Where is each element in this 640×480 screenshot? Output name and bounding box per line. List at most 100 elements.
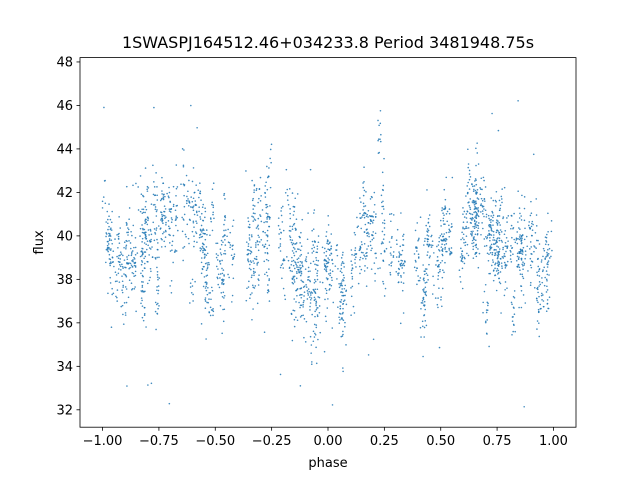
data-point [182,165,185,168]
data-point [316,278,319,281]
data-point [516,231,519,233]
data-point [313,281,316,284]
data-point [362,186,365,189]
data-point [161,190,163,192]
data-point [175,164,178,166]
data-point [366,235,369,237]
data-point [510,301,513,304]
data-point [445,213,448,215]
data-point [247,243,250,245]
data-point [201,245,204,248]
data-point [529,281,532,284]
data-point [117,272,120,275]
data-point [202,219,205,222]
data-point [363,270,366,272]
data-point [297,257,300,259]
data-point [342,251,344,254]
data-point [473,238,475,241]
data-point [145,221,147,224]
data-point [249,252,252,255]
data-point [425,272,428,275]
data-point [475,179,477,181]
data-point [288,229,291,232]
data-point [268,215,270,218]
data-point [309,168,312,171]
data-point [292,264,295,267]
data-point [475,243,478,246]
data-point [190,104,192,107]
data-point [422,290,425,292]
data-point [219,259,221,262]
data-point [158,277,161,279]
data-point [327,224,330,226]
data-point [533,287,536,289]
data-point [258,188,261,191]
data-point [328,258,330,261]
data-point [494,274,496,277]
data-point [431,240,434,242]
data-point [254,212,256,215]
data-point [270,143,273,146]
data-point [340,298,343,301]
data-point [259,200,262,202]
data-point [504,281,507,283]
data-point [520,252,522,254]
data-point [360,217,362,220]
data-point [110,227,112,229]
data-point [505,237,508,239]
data-point [116,300,119,302]
data-point [367,216,369,218]
data-point [113,265,115,268]
data-point [545,278,548,281]
data-point [531,229,534,231]
data-point [224,216,227,219]
data-point [463,228,466,230]
data-point [371,220,373,223]
data-point [175,215,178,218]
data-point [125,244,128,247]
data-point [546,261,549,264]
data-point [314,263,316,266]
data-point [546,303,549,305]
data-point [107,243,110,245]
data-point [342,274,345,277]
data-point [496,241,498,244]
data-point [175,205,178,207]
data-point [222,269,225,271]
data-point [299,316,302,318]
data-point [402,235,404,237]
data-point [504,267,507,269]
data-point [145,208,148,211]
data-point [191,285,194,287]
data-point [202,232,205,235]
data-point [312,228,315,230]
data-point [142,211,145,214]
data-point [487,234,489,237]
data-point [371,238,374,241]
data-point [468,188,471,190]
data-point [475,221,478,223]
data-point [469,208,472,211]
data-point [359,246,362,249]
data-point [490,218,492,221]
data-point [509,254,512,257]
data-point [465,225,467,228]
data-point [477,206,479,209]
x-tick-label: −0.50 [195,434,235,449]
data-point [292,275,295,278]
data-point [217,254,219,257]
data-point [425,224,427,227]
data-point [316,307,319,309]
data-point [340,264,343,266]
data-point [300,304,303,307]
data-point [252,216,255,218]
data-point [118,263,121,266]
data-point [312,330,315,333]
data-point [173,251,176,253]
data-point [202,203,205,206]
data-point [341,291,344,294]
data-point [219,248,222,250]
data-point [494,254,497,256]
data-point [441,243,443,246]
